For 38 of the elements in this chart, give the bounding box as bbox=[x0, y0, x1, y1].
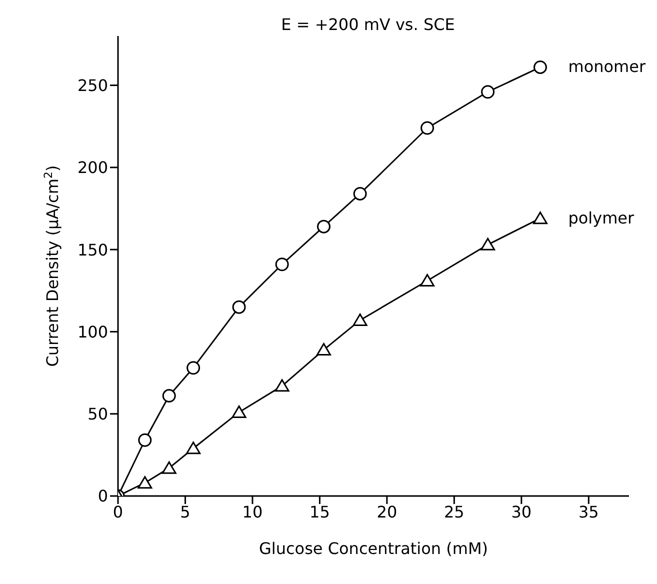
y-tick-label: 150 bbox=[77, 240, 108, 260]
x-tick-label: 5 bbox=[180, 502, 190, 522]
x-tick-label: 15 bbox=[310, 502, 330, 522]
series-label: monomer bbox=[568, 57, 646, 76]
x-tick-label: 25 bbox=[444, 502, 464, 522]
x-tick-label: 20 bbox=[376, 502, 398, 522]
y-tick-label: 100 bbox=[77, 322, 108, 342]
point bbox=[275, 258, 289, 272]
point bbox=[232, 300, 246, 314]
x-tick-label: 30 bbox=[511, 502, 532, 522]
point bbox=[274, 379, 290, 392]
point bbox=[232, 405, 246, 418]
point bbox=[316, 220, 330, 234]
point bbox=[352, 313, 368, 326]
y-tick-label: 50 bbox=[88, 404, 108, 424]
point bbox=[420, 121, 434, 135]
x-tick-label: 10 bbox=[242, 502, 263, 522]
x-tick-label: 35 bbox=[578, 502, 599, 522]
point bbox=[420, 274, 435, 287]
point bbox=[186, 361, 200, 375]
point bbox=[316, 343, 331, 356]
point bbox=[481, 85, 495, 99]
point bbox=[480, 238, 496, 250]
x-axis-title: Glucose Concentration (mM) bbox=[259, 539, 488, 558]
series-label: polymer bbox=[568, 208, 635, 228]
y-tick-label: 250 bbox=[77, 76, 108, 95]
point bbox=[162, 461, 176, 474]
point bbox=[138, 433, 152, 447]
point bbox=[162, 389, 176, 403]
point bbox=[186, 442, 201, 454]
point bbox=[353, 186, 367, 200]
y-tick-label: 0 bbox=[98, 486, 108, 506]
point bbox=[532, 212, 548, 224]
point bbox=[138, 476, 152, 489]
chart-title: E = +200 mV vs. SCE bbox=[281, 15, 455, 34]
x-tick-label: 0 bbox=[112, 502, 124, 522]
y-tick-label: 200 bbox=[77, 158, 108, 178]
point bbox=[533, 60, 547, 74]
